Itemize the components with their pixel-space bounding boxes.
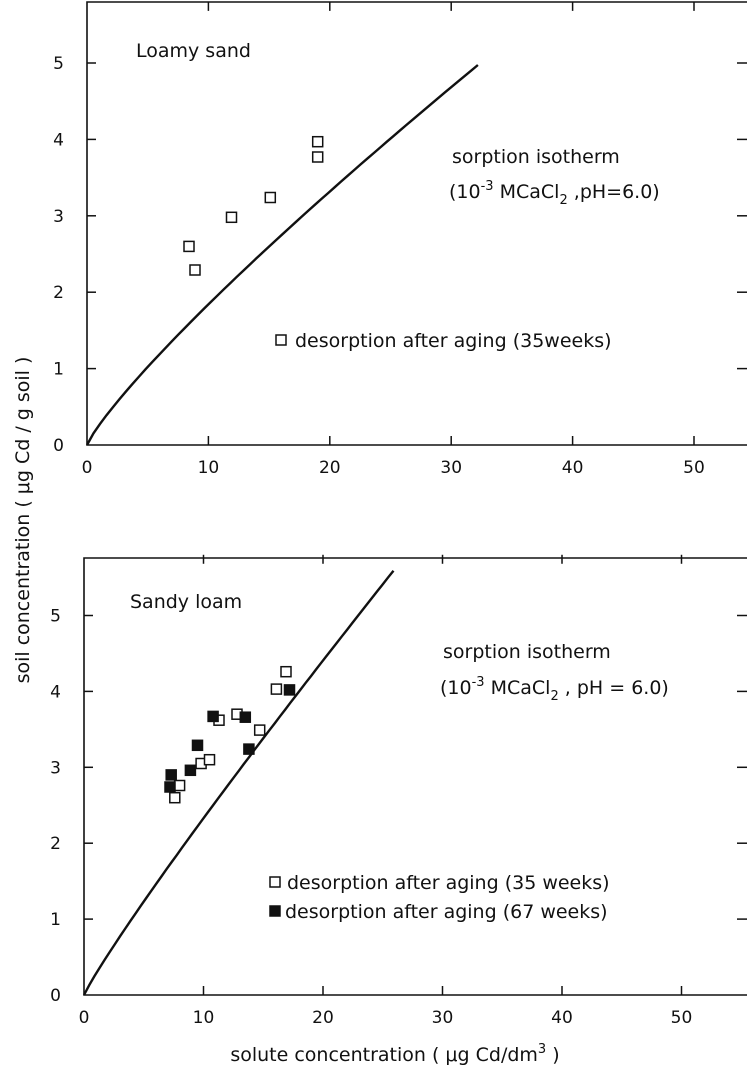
tick-labels: 0 10 20 30 40 50 0 1 2 3 4 5 (53, 54, 705, 478)
legend-entry: desorption after aging (35weeks) (295, 330, 612, 352)
y-tick-label: 2 (53, 283, 64, 303)
y-tick-label: 5 (53, 54, 64, 74)
panel-loamy-sand: 0 10 20 30 40 50 0 1 2 3 4 5 Loamy sand sorption is… (53, 1, 747, 478)
y-tick-label: 0 (50, 986, 61, 1006)
sorption-isotherm-curve (85, 64, 479, 446)
data-point-35-weeks (189, 264, 201, 276)
data-point-35-weeks (203, 753, 216, 766)
x-tick-label: 10 (193, 1008, 215, 1028)
condition-label: (10-3 MCaCl2 , pH = 6.0) (440, 675, 669, 704)
data-point-35-weeks (183, 240, 195, 253)
data-point-67-weeks (243, 743, 255, 755)
legend-marker-filled-square (269, 905, 281, 917)
tick-marks (87, 1, 747, 445)
sorption-isotherm-curve (82, 569, 395, 996)
y-tick-label: 3 (50, 758, 61, 778)
isotherm-label: sorption isotherm (443, 641, 611, 663)
x-tick-label: 0 (79, 1008, 90, 1028)
x-tick-label: 0 (82, 458, 93, 478)
y-tick-label: 1 (50, 910, 61, 930)
data-point-35-weeks (173, 779, 186, 792)
x-tick-label: 50 (671, 1008, 693, 1028)
x-tick-label: 10 (198, 458, 220, 478)
tick-marks (84, 554, 747, 995)
y-tick-label: 4 (50, 682, 61, 702)
x-axis-label: solute concentration ( μg Cd/dm3 ) (230, 1042, 559, 1066)
data-points (183, 135, 324, 276)
y-tick-label: 0 (53, 436, 64, 456)
y-tick-label: 5 (50, 607, 61, 627)
plot-frame (83, 557, 747, 996)
data-point-67-weeks (239, 711, 252, 723)
legend-entry: desorption after aging (35 weeks) (287, 872, 610, 894)
legend-marker-open-square (269, 876, 281, 888)
y-tick-label: 4 (53, 130, 64, 150)
data-point-67-weeks (164, 781, 176, 793)
panel-label: Loamy sand (136, 40, 251, 62)
data-points (164, 665, 296, 804)
data-point-67-weeks (207, 710, 219, 723)
x-tick-label: 20 (319, 458, 341, 478)
data-point-35-weeks (311, 151, 324, 163)
plot-frame (86, 1, 747, 446)
x-tick-label: 30 (440, 458, 462, 478)
y-axis-label: soil concentration ( μg Cd / g soil ) (12, 357, 34, 684)
data-point-67-weeks (184, 764, 197, 777)
tick-labels: 0 10 20 30 40 50 0 1 2 3 4 5 (50, 607, 692, 1029)
data-point-67-weeks (191, 739, 204, 752)
data-point-67-weeks (165, 769, 177, 781)
data-point-35-weeks (264, 191, 277, 204)
data-point-35-weeks (280, 665, 292, 678)
x-tick-label: 40 (551, 1008, 573, 1028)
panel-label: Sandy loam (130, 591, 242, 613)
isotherm-label: sorption isotherm (452, 146, 620, 168)
x-tick-label: 20 (312, 1008, 334, 1028)
data-point-35-weeks (225, 211, 238, 224)
data-point-35-weeks (253, 724, 266, 736)
data-point-35-weeks (311, 135, 324, 148)
panel-sandy-loam: 0 10 20 30 40 50 0 1 2 3 4 5 Sandy loam sorption is… (50, 554, 747, 1029)
data-point-35-weeks (270, 683, 283, 695)
x-tick-label: 40 (562, 458, 584, 478)
data-point-67-weeks (283, 684, 296, 696)
legend-marker-open-square (275, 334, 287, 346)
y-tick-label: 1 (53, 360, 64, 380)
y-tick-label: 3 (53, 207, 64, 227)
condition-label: (10-3 MCaCl2 ,pH=6.0) (449, 179, 660, 208)
x-tick-label: 50 (683, 458, 705, 478)
legend-entry: desorption after aging (67 weeks) (285, 901, 608, 923)
x-tick-label: 30 (432, 1008, 454, 1028)
data-point-35-weeks (169, 791, 181, 804)
y-tick-label: 2 (50, 834, 61, 854)
